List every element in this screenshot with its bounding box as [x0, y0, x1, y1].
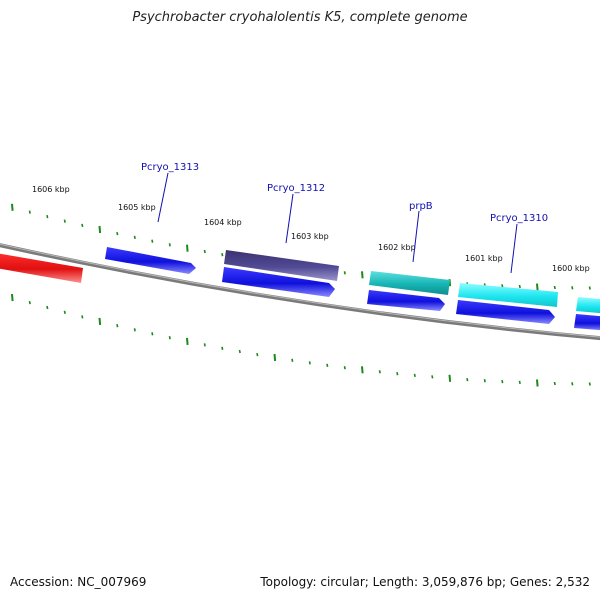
lower-tick	[431, 375, 434, 379]
lower-tick	[518, 380, 521, 385]
lower-tick	[221, 346, 224, 350]
gene-inner-4[interactable]	[574, 314, 600, 331]
upper-tick	[221, 253, 224, 257]
lower-tick	[273, 353, 277, 362]
map-title: Psychrobacter cryohalolentis K5, complet…	[132, 10, 468, 25]
kbp-label-1606: 1606 kbp	[32, 185, 70, 194]
lower-tick	[571, 382, 574, 386]
lower-tick	[28, 300, 31, 305]
lower-tick	[553, 381, 556, 386]
lower-tick	[466, 377, 469, 382]
upper-tick	[116, 231, 119, 236]
leader-line-pcryo-1313	[157, 172, 169, 223]
gene-label-pcryo-1312: Pcryo_1312	[267, 183, 325, 194]
gene-cyan-edge[interactable]	[576, 297, 600, 314]
lower-tick	[256, 352, 259, 357]
gene-inner-1[interactable]	[222, 267, 335, 297]
leader-line-pcryo-1312	[285, 193, 294, 244]
lower-tick	[396, 372, 399, 376]
upper-tick	[133, 235, 136, 240]
kbp-label-1604: 1604 kbp	[204, 218, 242, 227]
lower-tick	[168, 336, 171, 340]
gene-inner-3[interactable]	[456, 300, 555, 324]
upper-tick	[518, 284, 521, 289]
upper-tick	[501, 284, 504, 288]
lower-tick	[536, 379, 539, 387]
lower-tick	[588, 382, 591, 386]
upper-tick	[571, 286, 574, 290]
upper-tick	[98, 225, 102, 234]
tick-row-lower	[11, 294, 591, 387]
upper-tick	[553, 285, 556, 290]
gene-label-pcryo-1310: Pcryo_1310	[490, 213, 548, 224]
kbp-label-1601: 1601 kbp	[465, 254, 503, 263]
lower-tick	[116, 324, 119, 328]
lower-tick	[186, 337, 189, 345]
genome-backbone-highlight	[0, 243, 600, 338]
lower-tick	[413, 373, 416, 378]
lower-tick	[98, 317, 102, 325]
upper-tick	[11, 203, 14, 211]
upper-tick	[186, 244, 189, 252]
lower-tick	[308, 361, 311, 365]
lower-tick	[11, 294, 14, 302]
kbp-label-1600: 1600 kbp	[552, 264, 590, 273]
lower-tick	[46, 305, 49, 310]
lower-tick	[63, 310, 66, 314]
lower-tick	[448, 374, 452, 382]
gene-inner-2[interactable]	[367, 290, 445, 311]
upper-tick	[151, 239, 154, 243]
lower-tick	[238, 349, 241, 354]
lower-tick	[501, 379, 504, 384]
lower-tick	[81, 315, 84, 319]
upper-tick	[63, 219, 66, 223]
topology-summary: Topology: circular; Length: 3,059,876 bp…	[260, 575, 590, 589]
gene-pcryo-1310[interactable]	[458, 283, 558, 307]
upper-tick	[203, 249, 206, 254]
gene-label-pcryo-1313: Pcryo_1313	[141, 162, 199, 173]
lower-tick	[361, 366, 364, 374]
gene-prpb[interactable]	[369, 271, 450, 295]
upper-tick	[588, 286, 591, 290]
upper-tick	[343, 271, 346, 275]
lower-tick	[326, 363, 329, 368]
upper-tick	[81, 223, 84, 228]
lower-tick	[133, 328, 136, 332]
gene-pcryo-1313[interactable]	[105, 247, 196, 274]
lower-tick	[483, 379, 486, 383]
upper-tick	[46, 214, 49, 219]
upper-tick	[168, 243, 171, 247]
lower-tick	[203, 343, 206, 347]
lower-tick	[343, 366, 346, 370]
upper-tick	[361, 271, 364, 279]
lower-tick	[151, 332, 154, 336]
upper-tick	[536, 283, 539, 291]
kbp-label-1605: 1605 kbp	[118, 203, 156, 212]
genome-backbone	[0, 243, 600, 341]
upper-tick	[28, 210, 31, 214]
gene-label-prpb: prpB	[409, 201, 433, 212]
lower-tick	[378, 370, 381, 374]
kbp-label-1603: 1603 kbp	[291, 232, 329, 241]
gene-pcryo-1312[interactable]	[224, 250, 339, 281]
accession-text: Accession: NC_007969	[10, 575, 147, 589]
lower-tick	[291, 358, 294, 362]
gene-red[interactable]	[0, 252, 83, 283]
kbp-label-1602: 1602 kbp	[378, 243, 416, 252]
leader-line-prpb	[412, 210, 420, 263]
leader-line-pcryo-1310	[510, 223, 518, 274]
